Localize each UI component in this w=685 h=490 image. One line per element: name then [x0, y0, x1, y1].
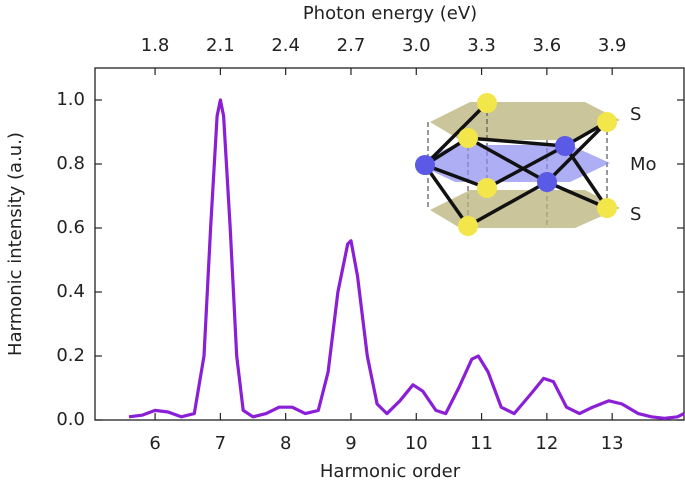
y-axis-title: Harmonic intensity (a.u.): [5, 132, 26, 356]
y-tick-label: 0.0: [56, 409, 85, 430]
s-plane: [430, 190, 620, 228]
s-atom: [477, 178, 497, 198]
s-atom: [597, 198, 617, 218]
x-tick-label: 12: [535, 433, 558, 454]
x-tick-label: 7: [215, 433, 226, 454]
s-atom: [458, 128, 478, 148]
mo-atom: [415, 155, 435, 175]
x-tick-label: 10: [405, 433, 428, 454]
annotation: S: [630, 104, 641, 125]
bond: [563, 145, 609, 209]
x-tick-label: 11: [470, 433, 493, 454]
x2-tick-label: 3.6: [533, 35, 562, 56]
mo-atom: [555, 136, 575, 156]
s-atom: [458, 216, 478, 236]
x2-tick-label: 1.8: [141, 35, 170, 56]
bond: [467, 136, 548, 184]
plot-frame: [94, 67, 685, 421]
y-tick-label: 1.0: [56, 89, 85, 110]
annotation: S: [630, 204, 641, 225]
y-tick-label: 0.6: [56, 217, 85, 238]
bond: [423, 163, 470, 228]
x2-tick-label: 3.3: [467, 35, 496, 56]
bond: [486, 144, 566, 190]
bond: [467, 136, 566, 148]
x-tick-label: 9: [345, 433, 356, 454]
x2-axis-title: Photon energy (eV): [303, 3, 477, 24]
x-tick-label: 13: [601, 433, 624, 454]
inset-structure: S Mo S: [415, 93, 657, 236]
y-tick-label: 0.8: [56, 153, 85, 174]
bond: [424, 163, 488, 190]
s-atom: [597, 112, 617, 132]
data-line: [128, 98, 685, 420]
x2-tick-label: 2.1: [206, 35, 235, 56]
bond: [423, 101, 489, 167]
x2-tick-label: 3.9: [598, 35, 627, 56]
bond: [545, 120, 609, 184]
mo-atom: [537, 172, 557, 192]
x2-tick-label: 2.4: [271, 35, 300, 56]
x2-tick-label: 2.7: [337, 35, 366, 56]
bond: [546, 180, 608, 210]
bond: [467, 180, 548, 228]
x-tick-label: 8: [280, 433, 291, 454]
x2-tick-label: 3.0: [402, 35, 431, 56]
x-axis-title: Harmonic order: [320, 461, 461, 482]
y-tick-label: 0.4: [56, 281, 85, 302]
annotation: Mo: [630, 154, 657, 175]
y-tick-label: 0.2: [56, 345, 85, 366]
x-tick-label: 6: [149, 433, 160, 454]
s-plane: [430, 102, 620, 140]
s-atom: [477, 93, 497, 113]
